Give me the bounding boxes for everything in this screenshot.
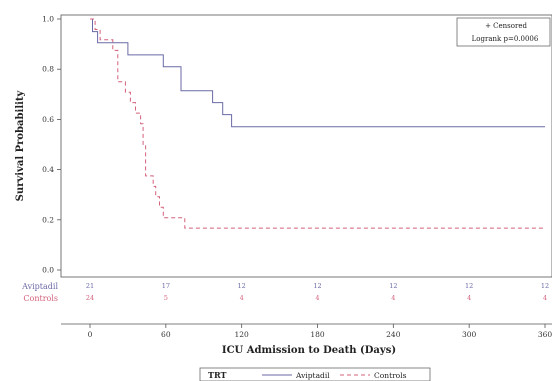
risk-count: 12 [465, 282, 473, 290]
logrank-label: Logrank p=0.0006 [472, 35, 539, 43]
x-tick-label: 300 [462, 330, 477, 339]
risk-count: 4 [240, 294, 244, 302]
x-tick-label: 360 [538, 330, 552, 339]
legend-title: TRT [208, 370, 226, 380]
y-tick-label: 0.2 [42, 215, 54, 224]
series-controls-line [90, 18, 545, 229]
y-tick-label: 0.4 [42, 165, 54, 174]
risk-count: 17 [162, 282, 170, 290]
risk-count: 21 [86, 282, 94, 290]
risk-count: 5 [164, 294, 168, 302]
risk-count: 4 [391, 294, 395, 302]
risk-count: 12 [389, 282, 397, 290]
legend-label-controls: Controls [374, 371, 407, 380]
risk-count: 24 [86, 294, 94, 302]
risk-count: 4 [315, 294, 319, 302]
y-tick-label: 1.0 [42, 15, 54, 24]
y-tick-label: 0.0 [42, 266, 54, 275]
plot-frame [60, 14, 552, 278]
inset-box: + Censored Logrank p=0.0006 [456, 17, 551, 47]
y-tick-label: 0.6 [42, 115, 54, 124]
legend: TRT Aviptadil Controls [199, 367, 431, 381]
legend-frame [199, 367, 431, 381]
y-axis-title: Survival Probability [15, 89, 26, 201]
x-tick-label: 60 [161, 330, 171, 339]
y-axis: 0.0 0.2 0.4 0.6 0.8 1.0 [42, 15, 61, 275]
x-axis-title: ICU Admission to Death (Days) [222, 345, 396, 356]
x-tick-label: 180 [310, 330, 325, 339]
x-tick-label: 0 [88, 330, 93, 339]
x-tick-label: 240 [386, 330, 401, 339]
risk-count: 4 [543, 294, 547, 302]
risk-count: 4 [467, 294, 471, 302]
x-axis: 0 60 120 180 240 300 360 [61, 323, 552, 339]
survival-curves [90, 18, 545, 229]
series-aviptadil-line [90, 18, 545, 128]
risk-count: 12 [238, 282, 246, 290]
inset-frame [456, 17, 551, 47]
risk-count: 12 [313, 282, 321, 290]
risk-row-label: Aviptadil [21, 282, 58, 291]
censored-label: + Censored [485, 22, 527, 30]
legend-label-aviptadil: Aviptadil [295, 371, 330, 380]
x-tick-label: 120 [235, 330, 250, 339]
risk-row-label: Controls [23, 294, 58, 303]
y-tick-label: 0.8 [42, 65, 54, 74]
risk-table: Aviptadil 21 17 12 12 12 12 12 Controls 24 5 4 4 4 4 4 [21, 282, 549, 303]
risk-count: 12 [541, 282, 549, 290]
